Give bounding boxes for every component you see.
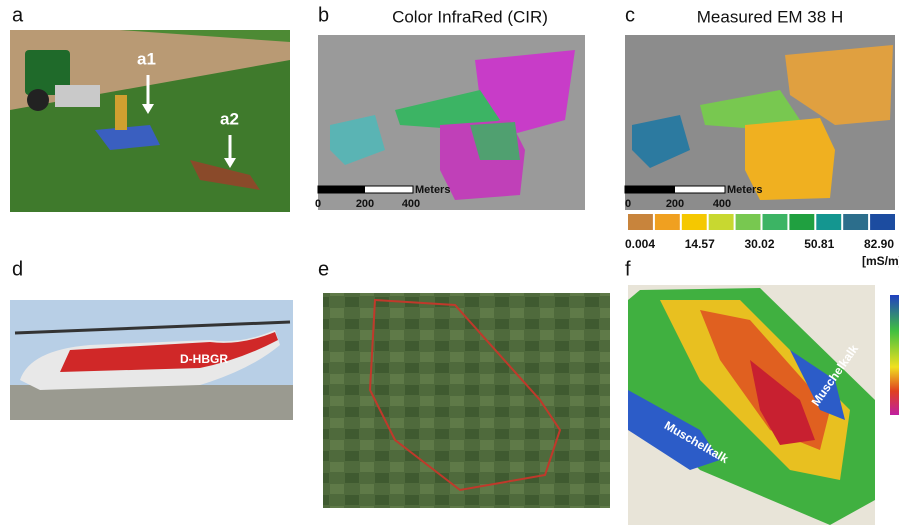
sensor-a2 xyxy=(190,160,260,190)
panel-letter: c xyxy=(625,4,635,26)
scale-tick: 0 xyxy=(315,198,321,210)
panel-f: Muschelkalk Muschelkalk f xyxy=(625,258,899,525)
scale-tick: 200 xyxy=(666,198,684,210)
scale-unit: Meters xyxy=(727,184,762,196)
legend-swatch xyxy=(789,214,815,230)
panel-letter: f xyxy=(625,258,631,280)
legend-swatch xyxy=(654,214,680,230)
legend-unit: [mS/m] xyxy=(862,254,899,268)
scale-bar-fill xyxy=(318,186,365,193)
legend-swatch xyxy=(708,214,734,230)
field-magenta xyxy=(475,50,575,135)
panel-letter: b xyxy=(318,4,329,26)
sensor xyxy=(115,95,127,130)
legend-swatch xyxy=(816,214,842,230)
photo-ground xyxy=(10,385,293,420)
tag: a2 xyxy=(220,109,239,128)
field-green xyxy=(395,90,500,130)
fuselage-stripe xyxy=(60,332,278,372)
legend-swatch xyxy=(628,214,653,230)
panel-title: Measured EM 38 H xyxy=(697,7,843,26)
satellite-texture xyxy=(323,293,610,508)
tractor xyxy=(25,50,70,95)
legend-label: 30.02 xyxy=(744,237,774,251)
panel-a: a a1 a2 xyxy=(10,4,290,212)
scale-tick: 400 xyxy=(402,198,420,210)
legend-swatch xyxy=(681,214,707,230)
rotor xyxy=(14,320,291,335)
registration: D-HBGR xyxy=(180,352,228,366)
legend-swatch xyxy=(735,214,761,230)
zone-blue xyxy=(628,390,720,470)
field-orange xyxy=(785,45,893,125)
panel-c: 0.004 14.57 30.02 50.81 82.90 c Measured EM … xyxy=(624,4,899,268)
scale-tick: 400 xyxy=(713,198,731,210)
panel-e: e xyxy=(318,258,610,508)
legend-swatch xyxy=(843,214,869,230)
legend-swatch xyxy=(870,214,895,230)
scale-unit: Meters xyxy=(415,184,450,196)
scale-bar-fill xyxy=(625,186,675,193)
zone-blue xyxy=(790,350,845,420)
panel-letter: a xyxy=(12,4,24,26)
outline xyxy=(368,298,562,492)
legend-label: 0.004 xyxy=(625,237,655,251)
field-green xyxy=(700,90,800,130)
scale-tick: 200 xyxy=(356,198,374,210)
legend-label: 50.81 xyxy=(804,237,834,251)
field-mixed xyxy=(470,122,520,160)
legend-label: 14.57 xyxy=(685,237,715,251)
scale-tick: 0 xyxy=(625,198,631,210)
trailer xyxy=(55,85,100,107)
panel-letter: d xyxy=(12,258,23,280)
sled xyxy=(95,125,160,150)
field-yellow xyxy=(745,118,835,200)
legend: 0.004 14.57 30.02 50.81 82.90 xyxy=(625,214,895,251)
arrow-head xyxy=(224,158,236,168)
legend-swatch xyxy=(762,214,788,230)
color-scale xyxy=(890,295,899,415)
field-blue xyxy=(632,115,690,168)
legend-label: 82.90 xyxy=(864,237,894,251)
arrow-head xyxy=(142,104,154,114)
panel-letter: e xyxy=(318,258,329,280)
panel-d: D-HBGR d xyxy=(10,258,293,420)
field-teal xyxy=(330,115,385,165)
panel-b: b Color InfraRed (CIR) Meters 0 200 400 xyxy=(315,4,585,210)
photo-far-field xyxy=(120,30,290,42)
wheel xyxy=(27,89,49,111)
zone-red xyxy=(750,360,815,445)
tag: a1 xyxy=(137,49,156,68)
panel-title: Color InfraRed (CIR) xyxy=(392,7,548,26)
